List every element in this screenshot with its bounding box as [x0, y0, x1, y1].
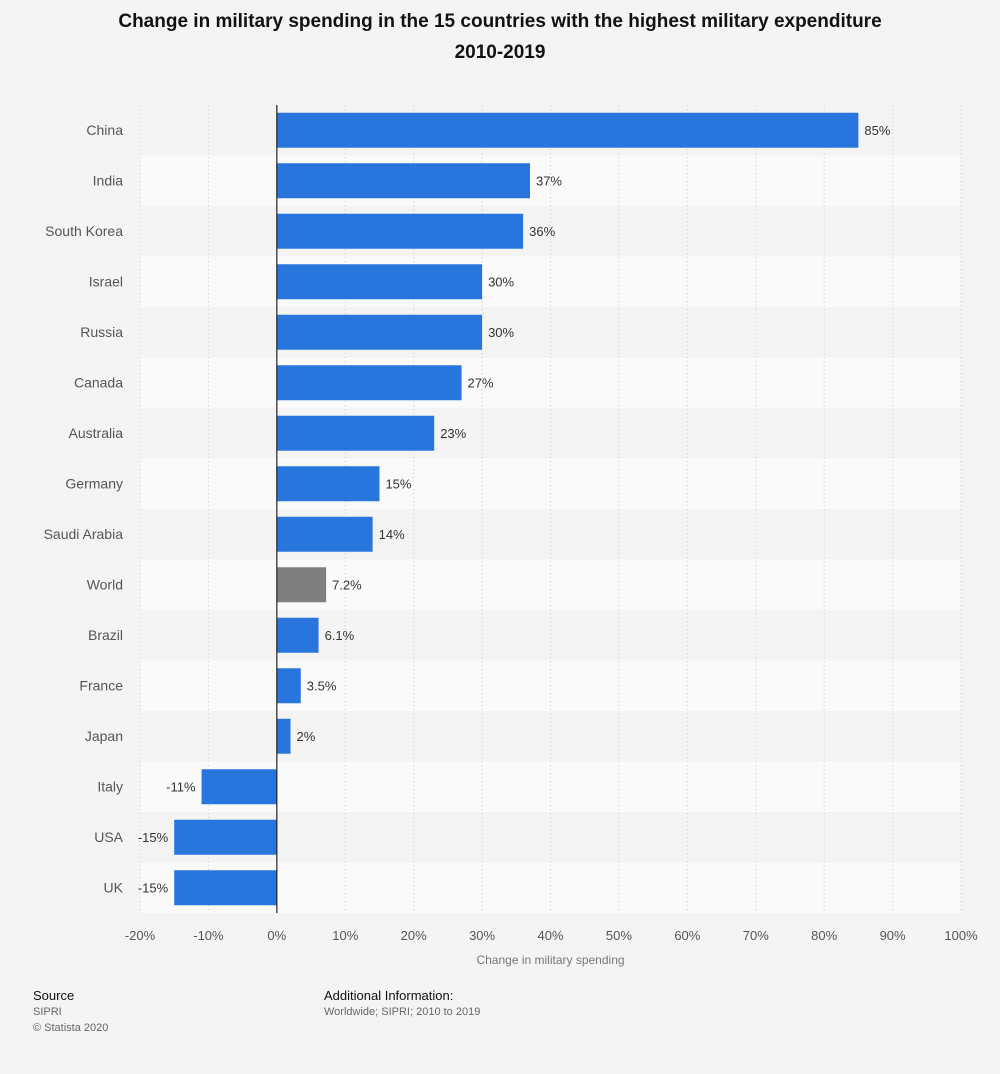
x-tick-label: 0%	[267, 928, 286, 943]
category-label: China	[86, 122, 123, 138]
bar	[276, 718, 291, 754]
category-label: India	[93, 172, 124, 188]
x-tick-label: 10%	[332, 928, 358, 943]
info-text: Worldwide; SIPRI; 2010 to 2019	[324, 1006, 481, 1018]
bar	[276, 213, 524, 249]
bar	[276, 163, 530, 199]
bar	[276, 516, 373, 552]
x-axis-title: Change in military spending	[476, 953, 624, 967]
x-tick-label: 30%	[469, 928, 495, 943]
data-label: -11%	[166, 779, 196, 794]
category-label: World	[87, 576, 123, 592]
data-label: 14%	[379, 527, 405, 542]
category-label: Russia	[80, 324, 123, 340]
chart-title: Change in military spending in the 15 co…	[40, 6, 960, 68]
category-label: UK	[104, 879, 124, 895]
row-band	[140, 509, 961, 560]
data-label: 36%	[529, 224, 555, 239]
category-label: Israel	[89, 273, 123, 289]
category-label: Italy	[97, 778, 123, 794]
data-label: 23%	[440, 426, 466, 441]
category-label: Germany	[65, 475, 123, 491]
chart-title-line-1: Change in military spending in the 15 co…	[118, 11, 882, 32]
bar-chart: -20% -10% 0% 10% 20% 30% 40% 50% 60% 70% 80% 90% 100…	[44, 105, 978, 967]
source-text: SIPRI	[33, 1006, 62, 1018]
copyright-text: © Statista 2020	[33, 1022, 109, 1034]
additional-info-block: Additional Information: Worldwide; SIPRI…	[324, 988, 480, 1020]
x-tick-label: 70%	[743, 928, 769, 943]
bar	[174, 870, 277, 906]
x-tick-label: 40%	[537, 928, 563, 943]
data-label: 85%	[864, 123, 890, 138]
category-label: USA	[94, 829, 123, 845]
info-heading: Additional Information:	[324, 988, 454, 1003]
data-label: -15%	[138, 830, 169, 845]
source-block: Source SIPRI © Statista 2020	[33, 988, 108, 1036]
data-label: 2%	[297, 729, 316, 744]
data-label: 7.2%	[332, 577, 362, 592]
data-label: 6.1%	[325, 628, 355, 643]
category-label: South Korea	[45, 223, 123, 239]
bar	[276, 466, 380, 502]
bar	[276, 668, 301, 704]
bar	[276, 415, 435, 451]
category-label: Canada	[74, 374, 123, 390]
bar	[276, 112, 859, 148]
chart-title-line-2: 2010-2019	[454, 42, 546, 63]
bar	[276, 617, 319, 653]
x-tick-label: -10%	[193, 928, 224, 943]
category-label: France	[79, 677, 123, 693]
bar	[276, 314, 483, 350]
category-label: Saudi Arabia	[44, 526, 124, 542]
x-tick-label: -20%	[125, 928, 156, 943]
data-label: -15%	[138, 880, 169, 895]
x-tick-label: 50%	[606, 928, 632, 943]
category-label: Brazil	[88, 627, 123, 643]
bar	[174, 819, 277, 855]
data-label: 37%	[536, 173, 562, 188]
row-band	[140, 559, 961, 610]
x-tick-label: 60%	[674, 928, 700, 943]
category-label: Japan	[85, 728, 123, 744]
data-label: 30%	[488, 325, 514, 340]
data-label: 3.5%	[307, 678, 337, 693]
x-tick-label: 20%	[401, 928, 427, 943]
bar	[201, 769, 277, 805]
data-label: 30%	[488, 274, 514, 289]
bar	[276, 264, 483, 300]
bar	[276, 567, 327, 603]
source-heading: Source	[33, 988, 75, 1003]
data-label: 15%	[385, 476, 411, 491]
bar	[276, 365, 462, 401]
data-label: 27%	[468, 375, 494, 390]
x-tick-label: 100%	[944, 928, 978, 943]
x-tick-label: 90%	[880, 928, 906, 943]
x-tick-label: 80%	[811, 928, 837, 943]
category-label: Australia	[69, 425, 124, 441]
